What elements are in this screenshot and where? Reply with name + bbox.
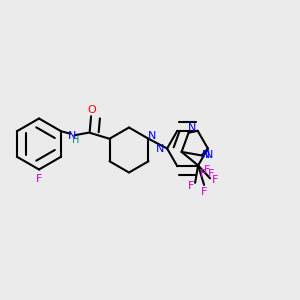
- Text: N: N: [205, 150, 214, 160]
- Text: N: N: [148, 131, 157, 141]
- Text: N: N: [156, 143, 165, 154]
- Text: F: F: [188, 181, 195, 191]
- Text: F: F: [36, 173, 42, 184]
- Text: N: N: [202, 150, 210, 161]
- Text: N: N: [68, 131, 76, 141]
- Text: F: F: [212, 175, 218, 184]
- Text: H: H: [72, 135, 80, 145]
- Text: F: F: [204, 165, 210, 175]
- Text: O: O: [88, 105, 96, 115]
- Text: F: F: [208, 169, 214, 179]
- Text: N: N: [188, 123, 196, 133]
- Text: F: F: [201, 187, 207, 196]
- Text: F: F: [200, 169, 206, 179]
